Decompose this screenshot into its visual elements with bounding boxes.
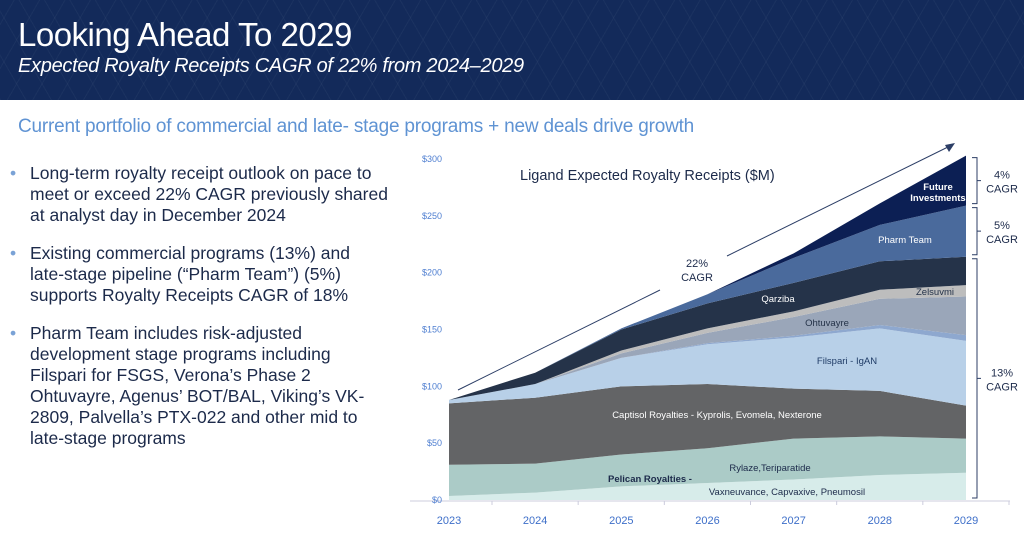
bracket-cagr-label: 4% [994,170,1010,182]
area-zelsuvmi [449,285,966,400]
cagr-bracket [972,157,981,205]
series-label: Pharm Team [878,235,932,246]
bracket-cagr-label: CAGR [986,234,1018,246]
area-series-4 [449,324,966,400]
x-tick-label: 2026 [695,515,719,527]
y-tick-label: $200 [422,268,442,278]
x-tick-label: 2023 [437,515,461,527]
bullet-list: • Long-term royalty receipt outlook on pa… [8,163,388,466]
x-tick-label: 2029 [954,515,978,527]
bullet-icon: • [10,163,17,183]
bracket-cagr-label: 5% [994,220,1010,232]
series-label: Ohtuvayre [805,318,849,329]
series-label: Captisol Royalties - Kyprolis, Evomela, … [612,410,822,421]
y-tick-label: $250 [422,211,442,221]
bracket-cagr-label: CAGR [986,381,1018,393]
cagr-bracket [972,258,981,499]
group-label: Pelican Royalties - [608,474,692,485]
total-cagr-label: CAGR [681,272,713,284]
x-tick-label: 2024 [523,515,547,527]
y-tick-label: $0 [432,495,442,505]
bullet-item: • Pharm Team includes risk-adjusted devel… [10,323,365,448]
y-tick-label: $300 [422,154,442,164]
x-tick-label: 2027 [781,515,805,527]
series-label: Filspari - IgAN [817,356,877,367]
arrow-head-icon [945,143,955,152]
bullet-icon: • [10,323,17,343]
bullet-icon: • [10,243,17,263]
cagr-bracket [972,207,981,256]
header-banner: Looking Ahead To 2029 Expected Royalty R… [0,0,1024,100]
area-rylazeteriparatide [449,436,966,497]
total-cagr-label: 22% [686,258,708,270]
bullet-item: • Long-term royalty receipt outlook on pa… [10,163,388,225]
page-subtitle: Expected Royalty Receipts CAGR of 22% fr… [18,55,524,77]
x-tick-label: 2028 [868,515,892,527]
series-label: Vaxneuvance, Capvaxive, Pneumosil [709,487,865,498]
area-captisol [449,384,966,465]
area-pharm [449,205,966,400]
area-filspari [449,328,966,406]
y-tick-label: $100 [422,381,442,391]
cagr-arrow-line [726,144,953,257]
cagr-arrow-line [457,289,661,391]
y-tick-label: $150 [422,325,442,335]
x-tick-label: 2025 [609,515,633,527]
series-label: Zelsuvmi [916,287,954,298]
series-label: Investments [910,193,965,204]
bracket-cagr-label: 13% [991,367,1013,379]
page-title: Looking Ahead To 2029 [18,16,352,53]
bracket-cagr-label: CAGR [986,184,1018,196]
y-tick-label: $50 [427,438,442,448]
chart-title: Ligand Expected Royalty Receipts ($M) [520,168,775,184]
series-label: Qarziba [761,294,795,305]
royalty-area-chart: $0 $50 $100 $150 $200 $250 $300 2023 2024 2025 202… [410,143,1018,527]
series-label: Rylaze,Teriparatide [729,463,810,474]
series-label: Future [923,182,953,193]
bullet-item: • Existing commercial programs (13%) and … [10,243,350,305]
tagline: Current portfolio of commercial and late… [18,116,695,137]
area-vaxneuvance [449,472,966,500]
area-qarziba [449,256,966,400]
area-ohtuvayre [449,296,966,400]
